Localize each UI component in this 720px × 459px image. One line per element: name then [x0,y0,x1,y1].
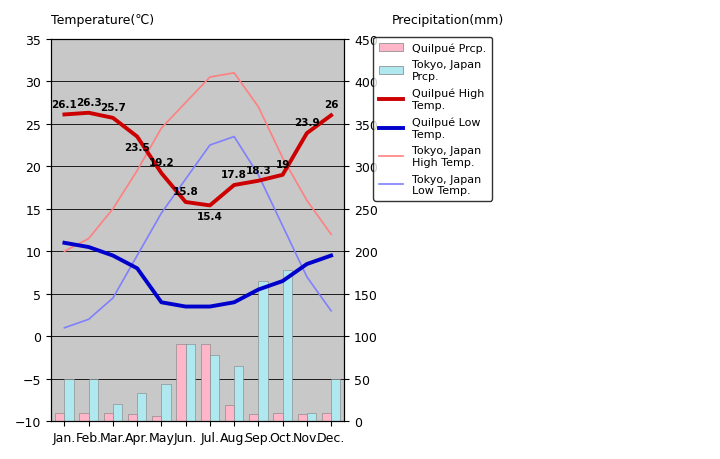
Text: 15.4: 15.4 [197,212,222,222]
Bar [258,281,268,421]
Bar [113,404,122,421]
Text: 15.8: 15.8 [173,187,199,196]
Bar [152,416,161,421]
Bar [161,384,171,421]
Bar [104,413,113,421]
Bar [186,344,195,421]
Text: 26.3: 26.3 [76,98,102,107]
Text: 23.9: 23.9 [294,118,320,128]
Bar [210,355,219,421]
Text: 25.7: 25.7 [100,103,126,112]
Bar [79,413,89,421]
Bar [89,379,98,421]
Bar [128,414,137,421]
Text: Precipitation(mm): Precipitation(mm) [392,14,504,27]
Bar [55,413,64,421]
Bar [64,379,73,421]
Text: 19.2: 19.2 [148,158,174,168]
Bar [307,413,316,421]
Bar [297,414,307,421]
Bar [176,344,186,421]
Bar [331,379,341,421]
Bar [249,414,258,421]
Bar [225,405,234,421]
Bar [201,344,210,421]
Legend: Quilpué Prcp., Tokyo, Japan
Prcp., Quilpué High
Temp., Quilpué Low
Temp., Tokyo,: Quilpué Prcp., Tokyo, Japan Prcp., Quilp… [374,38,492,201]
Text: 26.1: 26.1 [52,99,77,109]
Text: 18.3: 18.3 [246,165,271,175]
Bar [234,366,243,421]
Bar [137,393,146,421]
Text: 26: 26 [324,100,338,110]
Text: 19: 19 [276,159,289,169]
Text: Temperature(℃): Temperature(℃) [51,14,154,27]
Text: 17.8: 17.8 [221,170,247,179]
Bar [274,413,283,421]
Bar [283,270,292,421]
Bar [322,413,331,421]
Text: 23.5: 23.5 [125,143,150,153]
